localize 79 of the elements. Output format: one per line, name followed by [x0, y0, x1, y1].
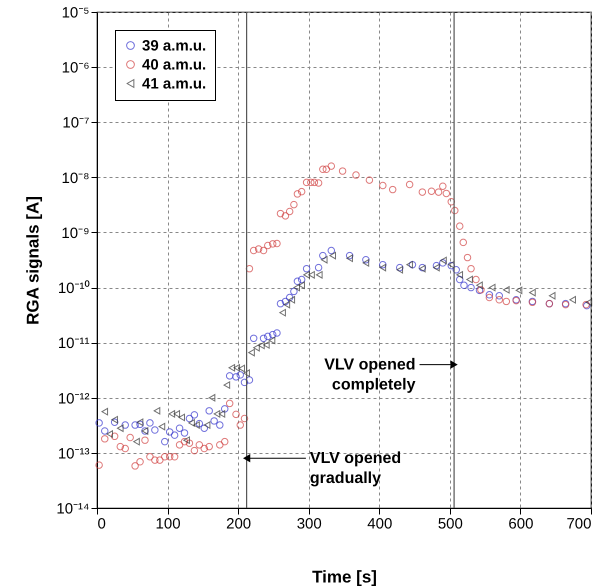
point	[320, 256, 328, 264]
legend-label: 41 a.m.u.	[142, 76, 206, 92]
x-tick-label: 400	[367, 516, 392, 532]
y-tick-label: 10⁻¹⁰	[58, 280, 90, 298]
point	[263, 341, 270, 349]
x-axis-title: Time [s]	[312, 568, 377, 586]
point	[101, 408, 108, 416]
y-tick-label: 10⁻¹²	[58, 390, 90, 408]
y-axis-title: RGA signals [A]	[23, 196, 42, 325]
y-tick-label: 10⁻⁵	[62, 4, 90, 22]
point	[116, 424, 124, 432]
point	[288, 296, 296, 304]
point	[503, 286, 510, 294]
point	[133, 438, 140, 446]
point	[586, 298, 592, 306]
point	[224, 381, 230, 389]
y-tick-label: 10⁻¹¹	[58, 335, 90, 352]
point	[440, 256, 447, 264]
x-tick-label: 700	[566, 516, 592, 532]
point	[183, 436, 190, 444]
annotation: VLV opened gradually	[310, 450, 402, 488]
point	[154, 407, 160, 415]
point	[228, 364, 236, 372]
point	[516, 286, 522, 294]
point	[456, 271, 464, 279]
point	[111, 416, 118, 424]
point	[279, 308, 286, 316]
point	[238, 364, 245, 372]
point	[233, 364, 240, 372]
point	[293, 284, 300, 292]
point	[193, 421, 200, 429]
x-tick-label: 600	[508, 516, 534, 532]
point	[346, 254, 353, 262]
point	[218, 410, 226, 418]
point	[158, 422, 166, 430]
y-tick-label: 10⁻⁸	[61, 170, 90, 187]
x-tick-label: 200	[226, 516, 252, 532]
x-tick-label: 0	[98, 516, 106, 532]
point	[569, 296, 576, 304]
legend-label: 39 a.m.u.	[142, 38, 206, 54]
point	[488, 284, 496, 292]
y-tick-label: 10⁻⁷	[62, 114, 90, 132]
point	[548, 292, 556, 300]
point	[329, 252, 336, 260]
annotation: VLV opened completely	[324, 356, 416, 394]
point	[406, 260, 413, 268]
point	[303, 271, 310, 279]
y-tick-label: 10⁻¹³	[58, 445, 90, 462]
point	[529, 288, 536, 296]
point	[253, 344, 260, 352]
point	[188, 419, 195, 427]
point	[204, 421, 210, 429]
y-tick-label: 10⁻⁹	[61, 224, 90, 242]
point	[362, 259, 370, 267]
point	[243, 369, 250, 377]
point	[476, 282, 483, 290]
point	[248, 348, 255, 356]
point	[258, 342, 265, 350]
x-tick-label: 500	[438, 516, 463, 532]
y-tick-label: 10⁻¹⁴	[56, 500, 90, 518]
point	[106, 430, 114, 438]
y-tick-label: 10⁻⁶	[62, 60, 90, 77]
x-tick-label: 100	[156, 516, 181, 532]
point	[308, 271, 315, 279]
point	[396, 266, 404, 274]
point	[214, 410, 220, 418]
point	[316, 271, 323, 279]
point	[284, 300, 290, 308]
point	[208, 394, 216, 402]
point	[178, 414, 185, 422]
point	[380, 264, 386, 272]
point	[268, 336, 276, 344]
x-tick-label: 300	[296, 516, 322, 532]
legend-label: 40 a.m.u.	[142, 56, 206, 74]
point	[136, 418, 144, 426]
point	[466, 276, 473, 284]
point	[298, 282, 305, 290]
point	[173, 410, 180, 418]
point	[168, 410, 176, 418]
